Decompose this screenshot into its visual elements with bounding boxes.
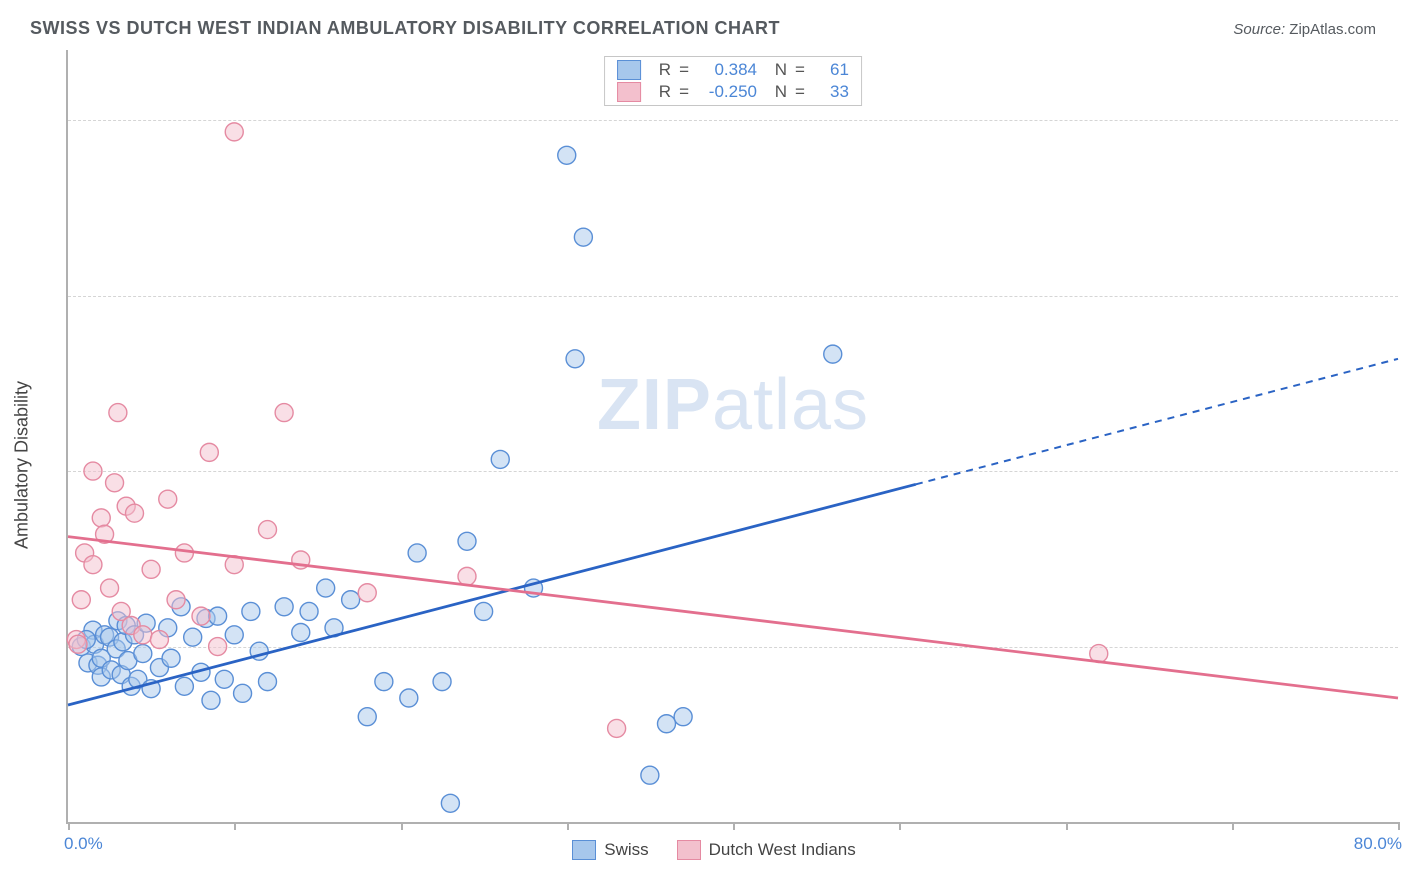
source-attribution: Source: ZipAtlas.com (1233, 21, 1376, 38)
x-tick (68, 822, 70, 830)
plot-area: ZIPatlas R = 0.384 N = 61 R = -0.250 N =… (66, 50, 1398, 824)
swatch-dutch (617, 82, 641, 102)
r-label: R (649, 82, 671, 102)
x-tick (401, 822, 403, 830)
x-tick (1066, 822, 1068, 830)
r-label: R (649, 60, 671, 80)
swatch-dutch-icon (677, 840, 701, 860)
n-label: N (765, 60, 787, 80)
legend-item-dutch: Dutch West Indians (677, 840, 856, 860)
x-tick (899, 822, 901, 830)
plot-svg (68, 50, 1398, 822)
correlation-legend: R = 0.384 N = 61 R = -0.250 N = 33 (604, 56, 862, 106)
x-tick (1232, 822, 1234, 830)
y-axis-label: Ambulatory Disability (12, 381, 33, 549)
legend-row-dutch: R = -0.250 N = 33 (605, 81, 861, 103)
equals-sign: = (679, 60, 689, 80)
x-tick (234, 822, 236, 830)
r-value-dutch: -0.250 (697, 82, 757, 102)
legend-item-swiss: Swiss (572, 840, 648, 860)
r-value-swiss: 0.384 (697, 60, 757, 80)
legend-label-swiss: Swiss (604, 840, 648, 860)
series-legend: Swiss Dutch West Indians (30, 840, 1398, 860)
legend-label-dutch: Dutch West Indians (709, 840, 856, 860)
swatch-swiss (617, 60, 641, 80)
equals-sign: = (679, 82, 689, 102)
n-label: N (765, 82, 787, 102)
swatch-swiss-icon (572, 840, 596, 860)
source-label: Source: (1233, 21, 1285, 38)
source-value: ZipAtlas.com (1289, 21, 1376, 38)
equals-sign: = (795, 82, 805, 102)
x-tick (1398, 822, 1400, 830)
n-value-dutch: 33 (813, 82, 849, 102)
n-value-swiss: 61 (813, 60, 849, 80)
x-tick (733, 822, 735, 830)
chart-title: SWISS VS DUTCH WEST INDIAN AMBULATORY DI… (30, 18, 780, 39)
legend-row-swiss: R = 0.384 N = 61 (605, 59, 861, 81)
equals-sign: = (795, 60, 805, 80)
x-tick (567, 822, 569, 830)
